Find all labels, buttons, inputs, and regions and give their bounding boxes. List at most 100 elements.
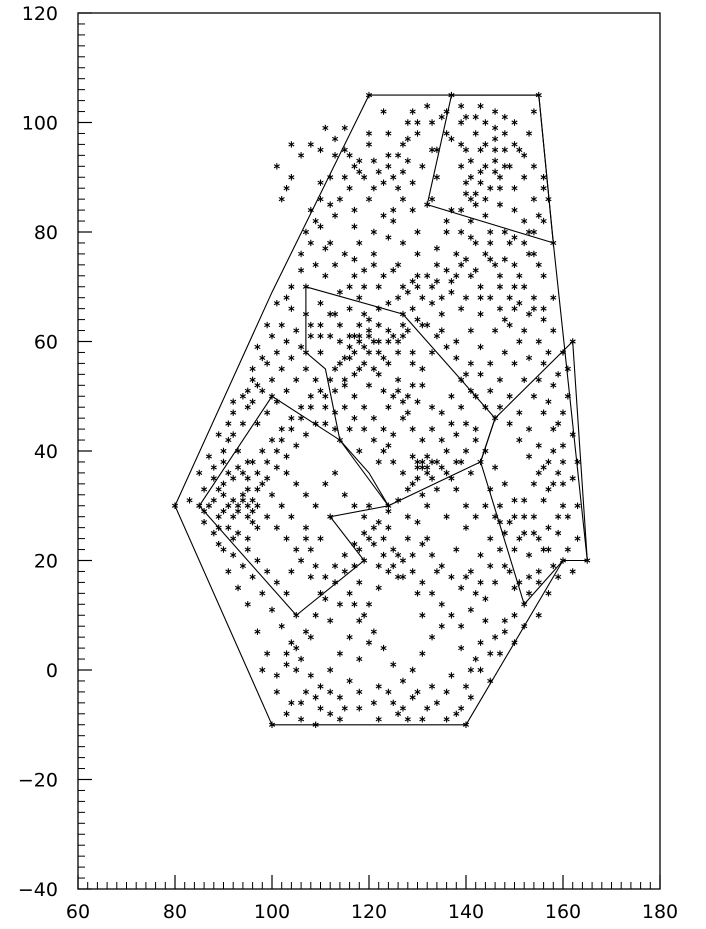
data-point — [365, 502, 373, 509]
data-point — [487, 228, 494, 236]
data-point — [361, 360, 368, 367]
data-point — [501, 146, 508, 154]
data-point — [511, 234, 518, 241]
data-point — [336, 289, 343, 296]
data-point — [428, 475, 436, 482]
data-point — [516, 409, 523, 416]
data-point — [385, 130, 392, 137]
data-point — [443, 447, 450, 455]
data-point — [278, 365, 285, 373]
data-point — [210, 475, 217, 482]
data-point — [443, 217, 450, 225]
data-point — [336, 436, 343, 444]
data-point — [458, 584, 465, 592]
data-point — [341, 568, 348, 575]
data-point — [559, 409, 567, 416]
data-point — [428, 425, 436, 433]
data-point — [506, 239, 513, 247]
data-point — [550, 382, 557, 389]
data-point — [375, 168, 382, 175]
data-point — [380, 447, 387, 455]
data-point — [535, 579, 542, 586]
data-point — [215, 540, 222, 548]
data-point — [205, 502, 213, 509]
data-point — [322, 480, 329, 488]
data-point — [404, 327, 411, 334]
data-point — [302, 431, 310, 438]
data-point — [302, 524, 310, 531]
data-point — [482, 404, 489, 411]
data-point — [395, 294, 402, 301]
y-tick-label: 100 — [22, 113, 58, 135]
data-point — [273, 524, 280, 531]
data-point — [521, 497, 528, 504]
data-point — [307, 332, 314, 340]
data-point — [521, 239, 528, 247]
data-point — [404, 716, 411, 723]
data-point — [268, 491, 276, 498]
data-point — [569, 431, 576, 438]
data-point — [409, 425, 416, 433]
data-point — [458, 305, 465, 312]
data-point — [331, 212, 339, 219]
data-point — [482, 447, 489, 455]
data-point — [356, 546, 363, 553]
data-point — [540, 185, 547, 192]
data-point — [496, 650, 504, 657]
data-point — [462, 190, 470, 197]
data-point — [414, 283, 421, 290]
data-point — [380, 108, 387, 115]
data-point — [331, 152, 339, 159]
data-point — [492, 168, 499, 175]
data-point — [365, 349, 373, 356]
data-point — [467, 606, 474, 613]
data-point — [225, 469, 232, 477]
data-point — [443, 343, 450, 351]
data-point — [550, 562, 557, 570]
data-point — [307, 404, 314, 411]
data-point — [264, 321, 271, 329]
data-point — [365, 601, 373, 608]
data-point — [288, 283, 295, 290]
data-point — [550, 447, 557, 455]
data-point — [584, 557, 591, 564]
data-point — [375, 518, 382, 526]
data-point — [196, 469, 203, 477]
data-point — [331, 409, 339, 416]
data-point — [477, 179, 484, 186]
data-point — [312, 420, 319, 427]
y-tick-label: 80 — [34, 222, 58, 244]
data-point — [327, 201, 334, 208]
data-point — [234, 464, 242, 471]
data-point — [249, 365, 256, 373]
data-point — [511, 513, 518, 520]
data-point — [254, 557, 261, 564]
data-point — [273, 398, 280, 405]
data-point — [472, 130, 479, 137]
data-point — [288, 141, 295, 148]
data-point — [215, 431, 222, 438]
data-point — [298, 655, 305, 663]
data-point — [492, 464, 499, 471]
data-point — [395, 261, 402, 269]
data-point — [506, 420, 513, 427]
data-point — [346, 185, 353, 192]
data-point — [414, 272, 421, 279]
data-point — [327, 376, 334, 384]
data-point — [230, 535, 237, 542]
data-point — [511, 584, 518, 592]
data-point — [351, 393, 358, 400]
data-point — [336, 338, 343, 345]
data-point — [545, 546, 552, 553]
data-point — [268, 393, 276, 400]
data-point — [404, 535, 411, 542]
data-point — [443, 267, 450, 274]
data-point — [482, 119, 489, 126]
data-point — [501, 628, 508, 635]
data-point — [283, 294, 290, 301]
data-point — [559, 349, 567, 356]
data-point — [361, 612, 368, 619]
data-point — [511, 612, 518, 619]
data-point — [399, 557, 407, 564]
data-point — [550, 294, 557, 301]
